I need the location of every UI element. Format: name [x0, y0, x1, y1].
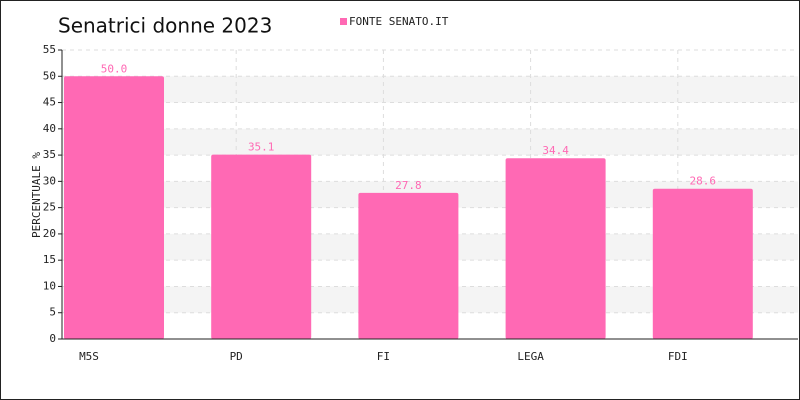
x-tick-label: M5S	[79, 350, 99, 363]
value-label: 35.1	[248, 141, 275, 154]
bar	[211, 154, 312, 339]
grid-band	[62, 76, 798, 103]
bar	[652, 188, 753, 339]
bar	[358, 192, 459, 339]
x-tick-label: LEGA	[517, 350, 544, 363]
y-tick-label: 5	[49, 306, 56, 319]
value-label: 34.4	[542, 144, 569, 157]
y-tick-label: 30	[43, 174, 56, 187]
y-tick-label: 0	[49, 332, 56, 345]
chart-title: Senatrici donne 2023	[58, 14, 272, 38]
legend-swatch	[340, 18, 347, 25]
bar	[64, 76, 164, 339]
x-tick-label: PD	[230, 350, 243, 363]
legend-label: FONTE SENATO.IT	[349, 15, 449, 28]
grid-band	[62, 128, 798, 156]
y-tick-label: 10	[43, 279, 56, 292]
y-tick-label: 20	[43, 227, 56, 240]
x-tick-label: FDI	[668, 350, 688, 363]
x-tick-label: FI	[377, 350, 390, 363]
y-tick-label: 50	[43, 69, 56, 82]
y-tick-label: 45	[43, 96, 56, 109]
y-tick-label: 55	[43, 43, 56, 56]
y-tick-label: 15	[43, 253, 56, 266]
value-label: 27.8	[395, 179, 422, 192]
y-axis-label: PERCENTUALE %	[30, 152, 43, 238]
value-label: 50.0	[101, 62, 128, 75]
y-tick-label: 40	[43, 122, 56, 135]
bar	[505, 158, 606, 339]
value-label: 28.6	[690, 175, 717, 188]
y-tick-label: 25	[43, 201, 56, 214]
y-tick-label: 35	[43, 148, 56, 161]
